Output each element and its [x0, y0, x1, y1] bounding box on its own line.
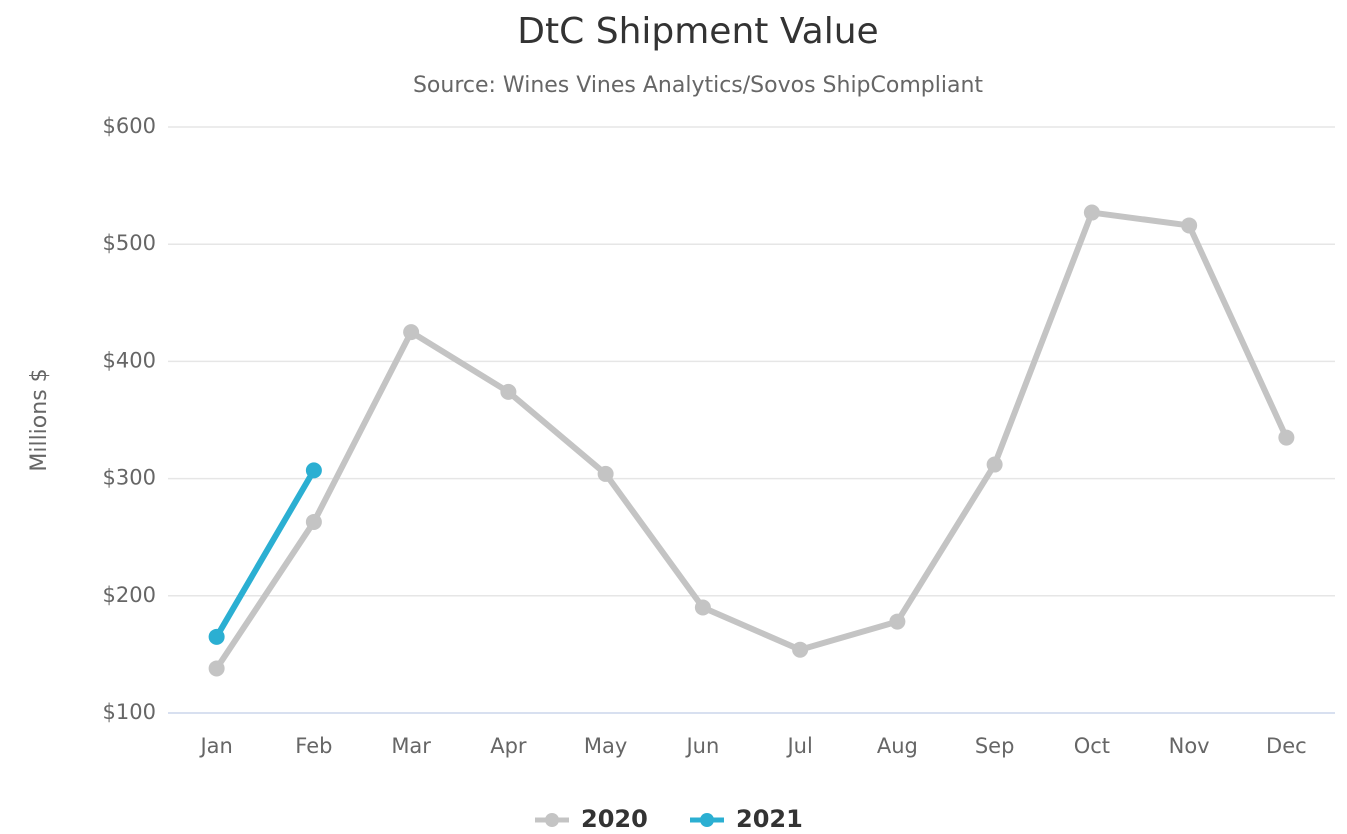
- x-tick-label: Aug: [877, 734, 918, 758]
- point: [208, 628, 225, 645]
- point: [305, 513, 322, 530]
- point: [500, 383, 517, 400]
- point: [1278, 429, 1295, 446]
- x-tick-label: Feb: [295, 734, 332, 758]
- legend-marker: [545, 813, 559, 827]
- point: [1181, 217, 1198, 234]
- point: [1083, 204, 1100, 221]
- series-line: [213, 467, 317, 640]
- x-tick-label: Jul: [785, 734, 812, 758]
- chart-title: DtC Shipment Value: [517, 11, 878, 52]
- y-axis-label: Millions $: [27, 368, 52, 471]
- chart-subtitle: Source: Wines Vines Analytics/Sovos Ship…: [413, 73, 983, 98]
- point: [694, 599, 711, 616]
- x-tick-label: Jan: [198, 734, 232, 758]
- y-tick-label: $400: [103, 348, 156, 372]
- legend-marker: [700, 813, 714, 827]
- x-tick-label: Jun: [684, 734, 719, 758]
- y-tick-label: $500: [103, 231, 156, 255]
- x-tick-label: Nov: [1169, 734, 1210, 758]
- x-tick-label: Dec: [1266, 734, 1307, 758]
- point: [597, 465, 614, 482]
- x-tick-label: Oct: [1074, 734, 1110, 758]
- x-tick-label: Mar: [391, 734, 431, 758]
- point: [889, 613, 906, 630]
- point: [792, 641, 809, 658]
- legend-label: 2020: [581, 805, 648, 833]
- y-tick-label: $100: [103, 700, 156, 724]
- y-tick-label: $300: [103, 466, 156, 490]
- y-tick-label: $600: [103, 114, 156, 138]
- series-line: [213, 209, 1290, 672]
- x-tick-label: May: [584, 734, 627, 758]
- point: [403, 324, 420, 341]
- x-tick-label: Apr: [490, 734, 527, 758]
- point: [305, 462, 322, 479]
- x-tick-label: Sep: [975, 734, 1015, 758]
- legend-label: 2021: [736, 805, 803, 833]
- y-tick-label: $200: [103, 583, 156, 607]
- point: [986, 456, 1003, 473]
- point: [208, 660, 225, 677]
